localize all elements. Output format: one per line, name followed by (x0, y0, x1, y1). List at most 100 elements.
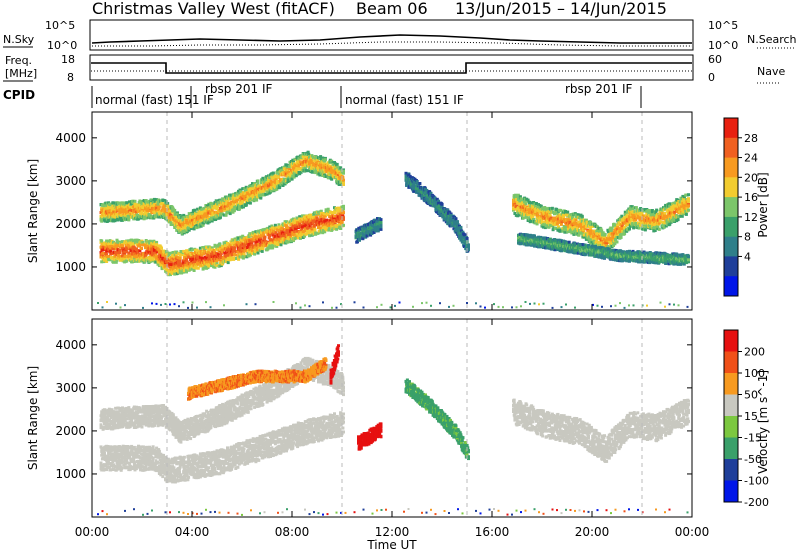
scatter-cell (166, 204, 170, 208)
scatter-cell (172, 221, 176, 224)
scatter-cell (286, 226, 290, 230)
cpid-segment: rbsp 201 IF (205, 82, 272, 96)
scatter-cell (138, 209, 142, 213)
scatter-cell (314, 171, 318, 175)
scatter-cell (292, 175, 296, 179)
scatter-cell (173, 208, 177, 212)
scatter-cell (241, 196, 245, 200)
scatter-cell (223, 208, 227, 212)
scatter-cell (100, 239, 104, 243)
scatter-cell (121, 244, 124, 248)
scatter-cell (236, 198, 240, 202)
scatter-cell (175, 250, 179, 254)
scatter-cell (276, 179, 279, 183)
scatter-cell (270, 189, 274, 193)
scatter-cell (127, 254, 131, 258)
scatter-cell (153, 199, 157, 203)
scatter-cell (564, 225, 568, 229)
scatter-cell (265, 192, 269, 196)
scatter-cell (164, 257, 168, 261)
scatter-cell (171, 223, 175, 226)
scatter-cell (243, 195, 247, 199)
scatter-cell (128, 240, 132, 244)
scatter-cell (105, 258, 109, 262)
scatter-cell (200, 219, 204, 223)
scatter-cell (246, 191, 250, 195)
scatter-cell (306, 150, 310, 154)
scatter-cell (108, 258, 112, 262)
scatter-cell (173, 269, 177, 273)
scatter-cell (157, 205, 161, 209)
scatter-cell (188, 212, 192, 216)
scatter-cell (281, 184, 285, 187)
scatter-cell (252, 184, 256, 188)
scatter-cell (286, 169, 290, 172)
scatter-cell (303, 166, 307, 170)
scatter-cell (130, 243, 134, 247)
scatter-cell (255, 198, 259, 202)
scatter-cell (123, 253, 127, 256)
scatter-cell (278, 184, 282, 188)
scatter-cell (154, 260, 158, 264)
scatter-cell (211, 212, 215, 216)
scatter-cell (333, 169, 337, 173)
scatter-cell (307, 152, 311, 156)
scatter-cell (277, 172, 281, 176)
scatter-cell (175, 252, 179, 256)
scatter-cell (157, 198, 161, 202)
scatter-cell (250, 184, 254, 188)
date-title: 13/Jun/2015 – 14/Jun/2015 (455, 0, 667, 18)
scatter-cell (198, 258, 202, 261)
scatter-cell (113, 257, 117, 261)
scatter-cell (114, 260, 118, 264)
scatter-cell (174, 255, 178, 259)
scatter-cell (127, 218, 131, 222)
scatter-cell (296, 155, 300, 159)
scatter-cell (269, 180, 273, 184)
scatter-cell (271, 174, 275, 178)
scatter-cell (131, 239, 135, 243)
scatter-cell (309, 158, 313, 162)
scatter-cell (333, 214, 336, 218)
scatter-cell (175, 222, 179, 226)
scatter-cell (566, 210, 570, 214)
scatter-cell (310, 156, 313, 160)
scatter-cell (139, 242, 143, 246)
scatter-cell (129, 249, 133, 253)
scatter-cell (113, 254, 117, 257)
scatter-cell (111, 206, 115, 210)
scatter-cell (178, 226, 182, 230)
scatter-cell (154, 251, 158, 255)
scatter-cell (143, 260, 147, 264)
scatter-cell (121, 240, 124, 244)
scatter-cell (202, 252, 206, 256)
scatter-cell (342, 169, 345, 173)
nsky-trace (91, 34, 692, 44)
scatter-cell (168, 251, 172, 255)
scatter-cell (319, 155, 323, 159)
scatter-cell (158, 249, 162, 252)
scatter-cell (198, 206, 202, 210)
scatter-cell (169, 273, 172, 277)
scatter-cell (142, 202, 146, 206)
scatter-cell (234, 253, 238, 257)
scatter-cell (192, 227, 196, 231)
scatter-cell (171, 271, 175, 275)
scatter-cell (241, 199, 245, 203)
scatter-cell (189, 255, 193, 259)
cpid-segment: normal (fast) 151 IF (95, 93, 214, 107)
scatter-cell (241, 254, 245, 258)
scatter-cell (162, 250, 166, 254)
scatter-cell (260, 249, 264, 253)
scatter-cell (237, 207, 241, 211)
scatter-cell (116, 217, 120, 221)
scatter-cell (175, 228, 179, 232)
scatter-cell (323, 158, 327, 162)
scatter-cell (202, 266, 206, 270)
scatter-cell (562, 213, 565, 217)
scatter-cell (253, 182, 257, 185)
scatter-cell (290, 177, 294, 181)
scatter-cell (160, 246, 163, 250)
